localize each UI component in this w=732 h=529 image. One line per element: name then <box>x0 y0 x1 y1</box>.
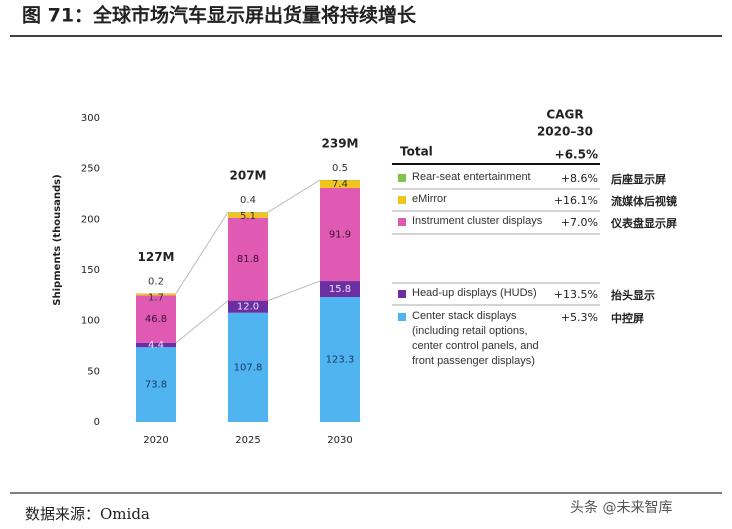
value-label: 107.8 <box>234 362 263 373</box>
value-label: 5.1 <box>240 211 256 222</box>
value-label: 4.4 <box>148 340 164 351</box>
connector-line <box>267 179 321 213</box>
connector-line <box>267 280 321 302</box>
total-label: 207M <box>230 169 267 183</box>
bar-segment <box>320 297 360 422</box>
value-label: 15.8 <box>329 284 351 295</box>
bar-segment <box>320 179 360 181</box>
legend-label: Rear-seat entertainment <box>412 171 531 183</box>
bar-segment <box>136 293 176 296</box>
total-label: 239M <box>322 136 359 150</box>
value-label: 0.2 <box>148 276 164 287</box>
source: 数据来源：Omida <box>25 505 150 523</box>
value-label: 12.0 <box>237 302 259 313</box>
y-tick-label: 100 <box>81 316 100 327</box>
bar-segment <box>228 212 268 218</box>
figure-title: 图 71：全球市场汽车显示屏出货量将持续增长 <box>22 4 417 27</box>
value-label: 81.8 <box>237 254 259 265</box>
legend-swatch <box>398 218 406 226</box>
legend-label-zh: 抬头显示 <box>611 288 655 302</box>
legend-label-zh: 后座显示屏 <box>611 172 666 186</box>
legend-cagr: +8.6% <box>561 172 598 185</box>
legend-label-zh: 仪表盘显示屏 <box>610 216 677 230</box>
total-cagr: +6.5% <box>555 148 598 162</box>
bar-segment <box>136 295 176 343</box>
bar-segment <box>320 187 360 282</box>
bar-segment <box>228 312 268 422</box>
legend-cagr: +5.3% <box>561 311 598 324</box>
y-tick-label: 0 <box>94 417 100 428</box>
connector-line <box>175 300 229 344</box>
value-label: 123.3 <box>326 355 355 366</box>
legend-header: 2020–30 <box>537 125 593 139</box>
bar-segment <box>228 217 268 301</box>
x-tick-label: 2030 <box>327 435 352 446</box>
x-tick-label: 2025 <box>235 435 260 446</box>
legend-label-zh: 中控屏 <box>611 311 644 325</box>
legend-cagr: +13.5% <box>554 288 598 301</box>
bar-segment <box>228 300 268 313</box>
legend-cagr: +16.1% <box>554 194 598 207</box>
bar-segment <box>136 342 176 348</box>
value-label: 0.5 <box>332 163 348 174</box>
y-tick-label: 200 <box>81 214 100 225</box>
value-label: 7.4 <box>332 179 348 190</box>
legend-swatch <box>398 290 406 298</box>
value-label: 1.7 <box>148 292 164 303</box>
bar-segment <box>320 180 360 188</box>
legend-swatch <box>398 313 406 321</box>
y-tick-label: 250 <box>81 164 100 175</box>
legend-cagr: +7.0% <box>561 216 598 229</box>
total-label: 127M <box>138 250 175 264</box>
y-tick-label: 50 <box>87 366 100 377</box>
total-label: Total <box>400 145 433 159</box>
bar-segment <box>320 281 360 298</box>
y-tick-label: 300 <box>81 113 100 124</box>
legend-label: Instrument cluster displays <box>412 215 543 227</box>
y-tick-label: 150 <box>81 265 100 276</box>
watermark: 头条 @未来智库 <box>570 499 672 516</box>
legend-header: CAGR <box>546 108 583 122</box>
value-label: 73.8 <box>145 380 167 391</box>
value-label: 46.8 <box>145 314 167 325</box>
value-label: 91.9 <box>329 229 351 240</box>
legend-swatch <box>398 196 406 204</box>
x-tick-label: 2020 <box>143 435 168 446</box>
legend-label: Center stack displays (including retail … <box>412 310 539 367</box>
legend-swatch <box>398 174 406 182</box>
bar-segment <box>136 347 176 422</box>
connector-line <box>175 211 229 294</box>
legend-label: eMirror <box>412 193 447 205</box>
y-axis-title: Shipments (thousands) <box>52 174 63 305</box>
legend-label-zh: 流媒体后视镜 <box>611 194 677 208</box>
value-label: 0.4 <box>240 195 256 206</box>
legend-label: Head-up displays (HUDs) <box>412 287 537 299</box>
